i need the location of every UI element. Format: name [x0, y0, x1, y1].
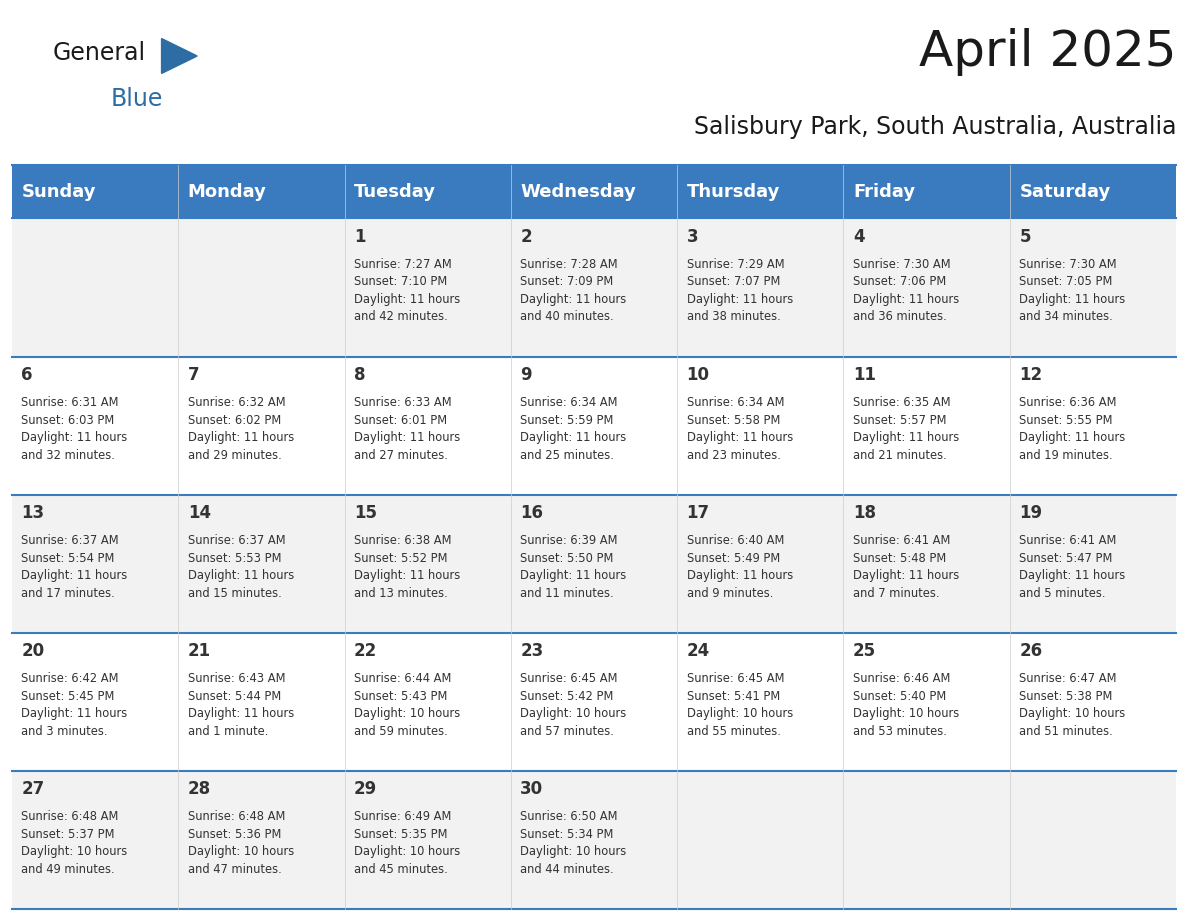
FancyBboxPatch shape — [12, 633, 1176, 771]
Text: Wednesday: Wednesday — [520, 183, 637, 201]
Text: 29: 29 — [354, 780, 378, 798]
Text: 26: 26 — [1019, 642, 1042, 660]
Text: 9: 9 — [520, 365, 532, 384]
Text: 17: 17 — [687, 504, 709, 521]
Text: 11: 11 — [853, 365, 876, 384]
Text: Sunrise: 6:37 AM
Sunset: 5:54 PM
Daylight: 11 hours
and 17 minutes.: Sunrise: 6:37 AM Sunset: 5:54 PM Dayligh… — [21, 534, 127, 599]
Text: Sunrise: 7:30 AM
Sunset: 7:06 PM
Daylight: 11 hours
and 36 minutes.: Sunrise: 7:30 AM Sunset: 7:06 PM Dayligh… — [853, 258, 959, 323]
Text: 3: 3 — [687, 228, 699, 246]
FancyBboxPatch shape — [12, 218, 1176, 356]
Text: 5: 5 — [1019, 228, 1031, 246]
Text: Sunrise: 6:32 AM
Sunset: 6:02 PM
Daylight: 11 hours
and 29 minutes.: Sunrise: 6:32 AM Sunset: 6:02 PM Dayligh… — [188, 396, 293, 462]
Text: Sunrise: 6:31 AM
Sunset: 6:03 PM
Daylight: 11 hours
and 32 minutes.: Sunrise: 6:31 AM Sunset: 6:03 PM Dayligh… — [21, 396, 127, 462]
Text: April 2025: April 2025 — [918, 28, 1176, 75]
Text: Thursday: Thursday — [687, 183, 781, 201]
Text: Sunrise: 6:44 AM
Sunset: 5:43 PM
Daylight: 10 hours
and 59 minutes.: Sunrise: 6:44 AM Sunset: 5:43 PM Dayligh… — [354, 672, 460, 738]
Text: Sunrise: 6:48 AM
Sunset: 5:37 PM
Daylight: 10 hours
and 49 minutes.: Sunrise: 6:48 AM Sunset: 5:37 PM Dayligh… — [21, 811, 127, 876]
Polygon shape — [162, 39, 197, 73]
Text: Sunrise: 6:45 AM
Sunset: 5:42 PM
Daylight: 10 hours
and 57 minutes.: Sunrise: 6:45 AM Sunset: 5:42 PM Dayligh… — [520, 672, 626, 738]
Text: 15: 15 — [354, 504, 377, 521]
Text: 27: 27 — [21, 780, 45, 798]
Text: 18: 18 — [853, 504, 876, 521]
FancyBboxPatch shape — [12, 771, 1176, 909]
Text: Blue: Blue — [110, 87, 163, 111]
Text: Sunrise: 6:42 AM
Sunset: 5:45 PM
Daylight: 11 hours
and 3 minutes.: Sunrise: 6:42 AM Sunset: 5:45 PM Dayligh… — [21, 672, 127, 738]
Text: Friday: Friday — [853, 183, 915, 201]
Text: Sunrise: 7:29 AM
Sunset: 7:07 PM
Daylight: 11 hours
and 38 minutes.: Sunrise: 7:29 AM Sunset: 7:07 PM Dayligh… — [687, 258, 792, 323]
Text: 30: 30 — [520, 780, 543, 798]
Text: Sunrise: 6:43 AM
Sunset: 5:44 PM
Daylight: 11 hours
and 1 minute.: Sunrise: 6:43 AM Sunset: 5:44 PM Dayligh… — [188, 672, 293, 738]
Text: Sunrise: 6:45 AM
Sunset: 5:41 PM
Daylight: 10 hours
and 55 minutes.: Sunrise: 6:45 AM Sunset: 5:41 PM Dayligh… — [687, 672, 792, 738]
FancyBboxPatch shape — [12, 495, 1176, 633]
Text: Sunrise: 7:30 AM
Sunset: 7:05 PM
Daylight: 11 hours
and 34 minutes.: Sunrise: 7:30 AM Sunset: 7:05 PM Dayligh… — [1019, 258, 1125, 323]
Text: Sunrise: 6:40 AM
Sunset: 5:49 PM
Daylight: 11 hours
and 9 minutes.: Sunrise: 6:40 AM Sunset: 5:49 PM Dayligh… — [687, 534, 792, 599]
Text: 6: 6 — [21, 365, 33, 384]
Text: 2: 2 — [520, 228, 532, 246]
Text: Sunrise: 6:34 AM
Sunset: 5:58 PM
Daylight: 11 hours
and 23 minutes.: Sunrise: 6:34 AM Sunset: 5:58 PM Dayligh… — [687, 396, 792, 462]
Text: Sunrise: 6:33 AM
Sunset: 6:01 PM
Daylight: 11 hours
and 27 minutes.: Sunrise: 6:33 AM Sunset: 6:01 PM Dayligh… — [354, 396, 460, 462]
Text: Sunrise: 6:41 AM
Sunset: 5:48 PM
Daylight: 11 hours
and 7 minutes.: Sunrise: 6:41 AM Sunset: 5:48 PM Dayligh… — [853, 534, 959, 599]
Text: Sunrise: 7:27 AM
Sunset: 7:10 PM
Daylight: 11 hours
and 42 minutes.: Sunrise: 7:27 AM Sunset: 7:10 PM Dayligh… — [354, 258, 460, 323]
Text: General: General — [52, 41, 145, 65]
Text: 25: 25 — [853, 642, 876, 660]
Text: Monday: Monday — [188, 183, 266, 201]
Text: Sunrise: 6:47 AM
Sunset: 5:38 PM
Daylight: 10 hours
and 51 minutes.: Sunrise: 6:47 AM Sunset: 5:38 PM Dayligh… — [1019, 672, 1125, 738]
FancyBboxPatch shape — [12, 165, 1176, 218]
Text: Sunrise: 6:36 AM
Sunset: 5:55 PM
Daylight: 11 hours
and 19 minutes.: Sunrise: 6:36 AM Sunset: 5:55 PM Dayligh… — [1019, 396, 1125, 462]
Text: Sunday: Sunday — [21, 183, 96, 201]
Text: 12: 12 — [1019, 365, 1042, 384]
Text: 21: 21 — [188, 642, 210, 660]
Text: 16: 16 — [520, 504, 543, 521]
Text: 14: 14 — [188, 504, 210, 521]
Text: 8: 8 — [354, 365, 366, 384]
Text: 23: 23 — [520, 642, 544, 660]
Text: 10: 10 — [687, 365, 709, 384]
Text: 22: 22 — [354, 642, 378, 660]
Text: 1: 1 — [354, 228, 366, 246]
Text: 13: 13 — [21, 504, 44, 521]
Text: 7: 7 — [188, 365, 200, 384]
Text: 28: 28 — [188, 780, 210, 798]
Text: Saturday: Saturday — [1019, 183, 1111, 201]
Text: 24: 24 — [687, 642, 710, 660]
Text: Sunrise: 6:37 AM
Sunset: 5:53 PM
Daylight: 11 hours
and 15 minutes.: Sunrise: 6:37 AM Sunset: 5:53 PM Dayligh… — [188, 534, 293, 599]
Text: Salisbury Park, South Australia, Australia: Salisbury Park, South Australia, Austral… — [694, 115, 1176, 139]
Text: 4: 4 — [853, 228, 865, 246]
Text: Sunrise: 6:41 AM
Sunset: 5:47 PM
Daylight: 11 hours
and 5 minutes.: Sunrise: 6:41 AM Sunset: 5:47 PM Dayligh… — [1019, 534, 1125, 599]
Text: Sunrise: 6:38 AM
Sunset: 5:52 PM
Daylight: 11 hours
and 13 minutes.: Sunrise: 6:38 AM Sunset: 5:52 PM Dayligh… — [354, 534, 460, 599]
FancyBboxPatch shape — [12, 356, 1176, 495]
Text: 19: 19 — [1019, 504, 1042, 521]
Text: 20: 20 — [21, 642, 44, 660]
Text: Sunrise: 6:46 AM
Sunset: 5:40 PM
Daylight: 10 hours
and 53 minutes.: Sunrise: 6:46 AM Sunset: 5:40 PM Dayligh… — [853, 672, 959, 738]
Text: Tuesday: Tuesday — [354, 183, 436, 201]
Text: Sunrise: 6:48 AM
Sunset: 5:36 PM
Daylight: 10 hours
and 47 minutes.: Sunrise: 6:48 AM Sunset: 5:36 PM Dayligh… — [188, 811, 293, 876]
Text: Sunrise: 7:28 AM
Sunset: 7:09 PM
Daylight: 11 hours
and 40 minutes.: Sunrise: 7:28 AM Sunset: 7:09 PM Dayligh… — [520, 258, 626, 323]
Text: Sunrise: 6:35 AM
Sunset: 5:57 PM
Daylight: 11 hours
and 21 minutes.: Sunrise: 6:35 AM Sunset: 5:57 PM Dayligh… — [853, 396, 959, 462]
Text: Sunrise: 6:39 AM
Sunset: 5:50 PM
Daylight: 11 hours
and 11 minutes.: Sunrise: 6:39 AM Sunset: 5:50 PM Dayligh… — [520, 534, 626, 599]
Text: Sunrise: 6:34 AM
Sunset: 5:59 PM
Daylight: 11 hours
and 25 minutes.: Sunrise: 6:34 AM Sunset: 5:59 PM Dayligh… — [520, 396, 626, 462]
Text: Sunrise: 6:49 AM
Sunset: 5:35 PM
Daylight: 10 hours
and 45 minutes.: Sunrise: 6:49 AM Sunset: 5:35 PM Dayligh… — [354, 811, 460, 876]
Text: Sunrise: 6:50 AM
Sunset: 5:34 PM
Daylight: 10 hours
and 44 minutes.: Sunrise: 6:50 AM Sunset: 5:34 PM Dayligh… — [520, 811, 626, 876]
